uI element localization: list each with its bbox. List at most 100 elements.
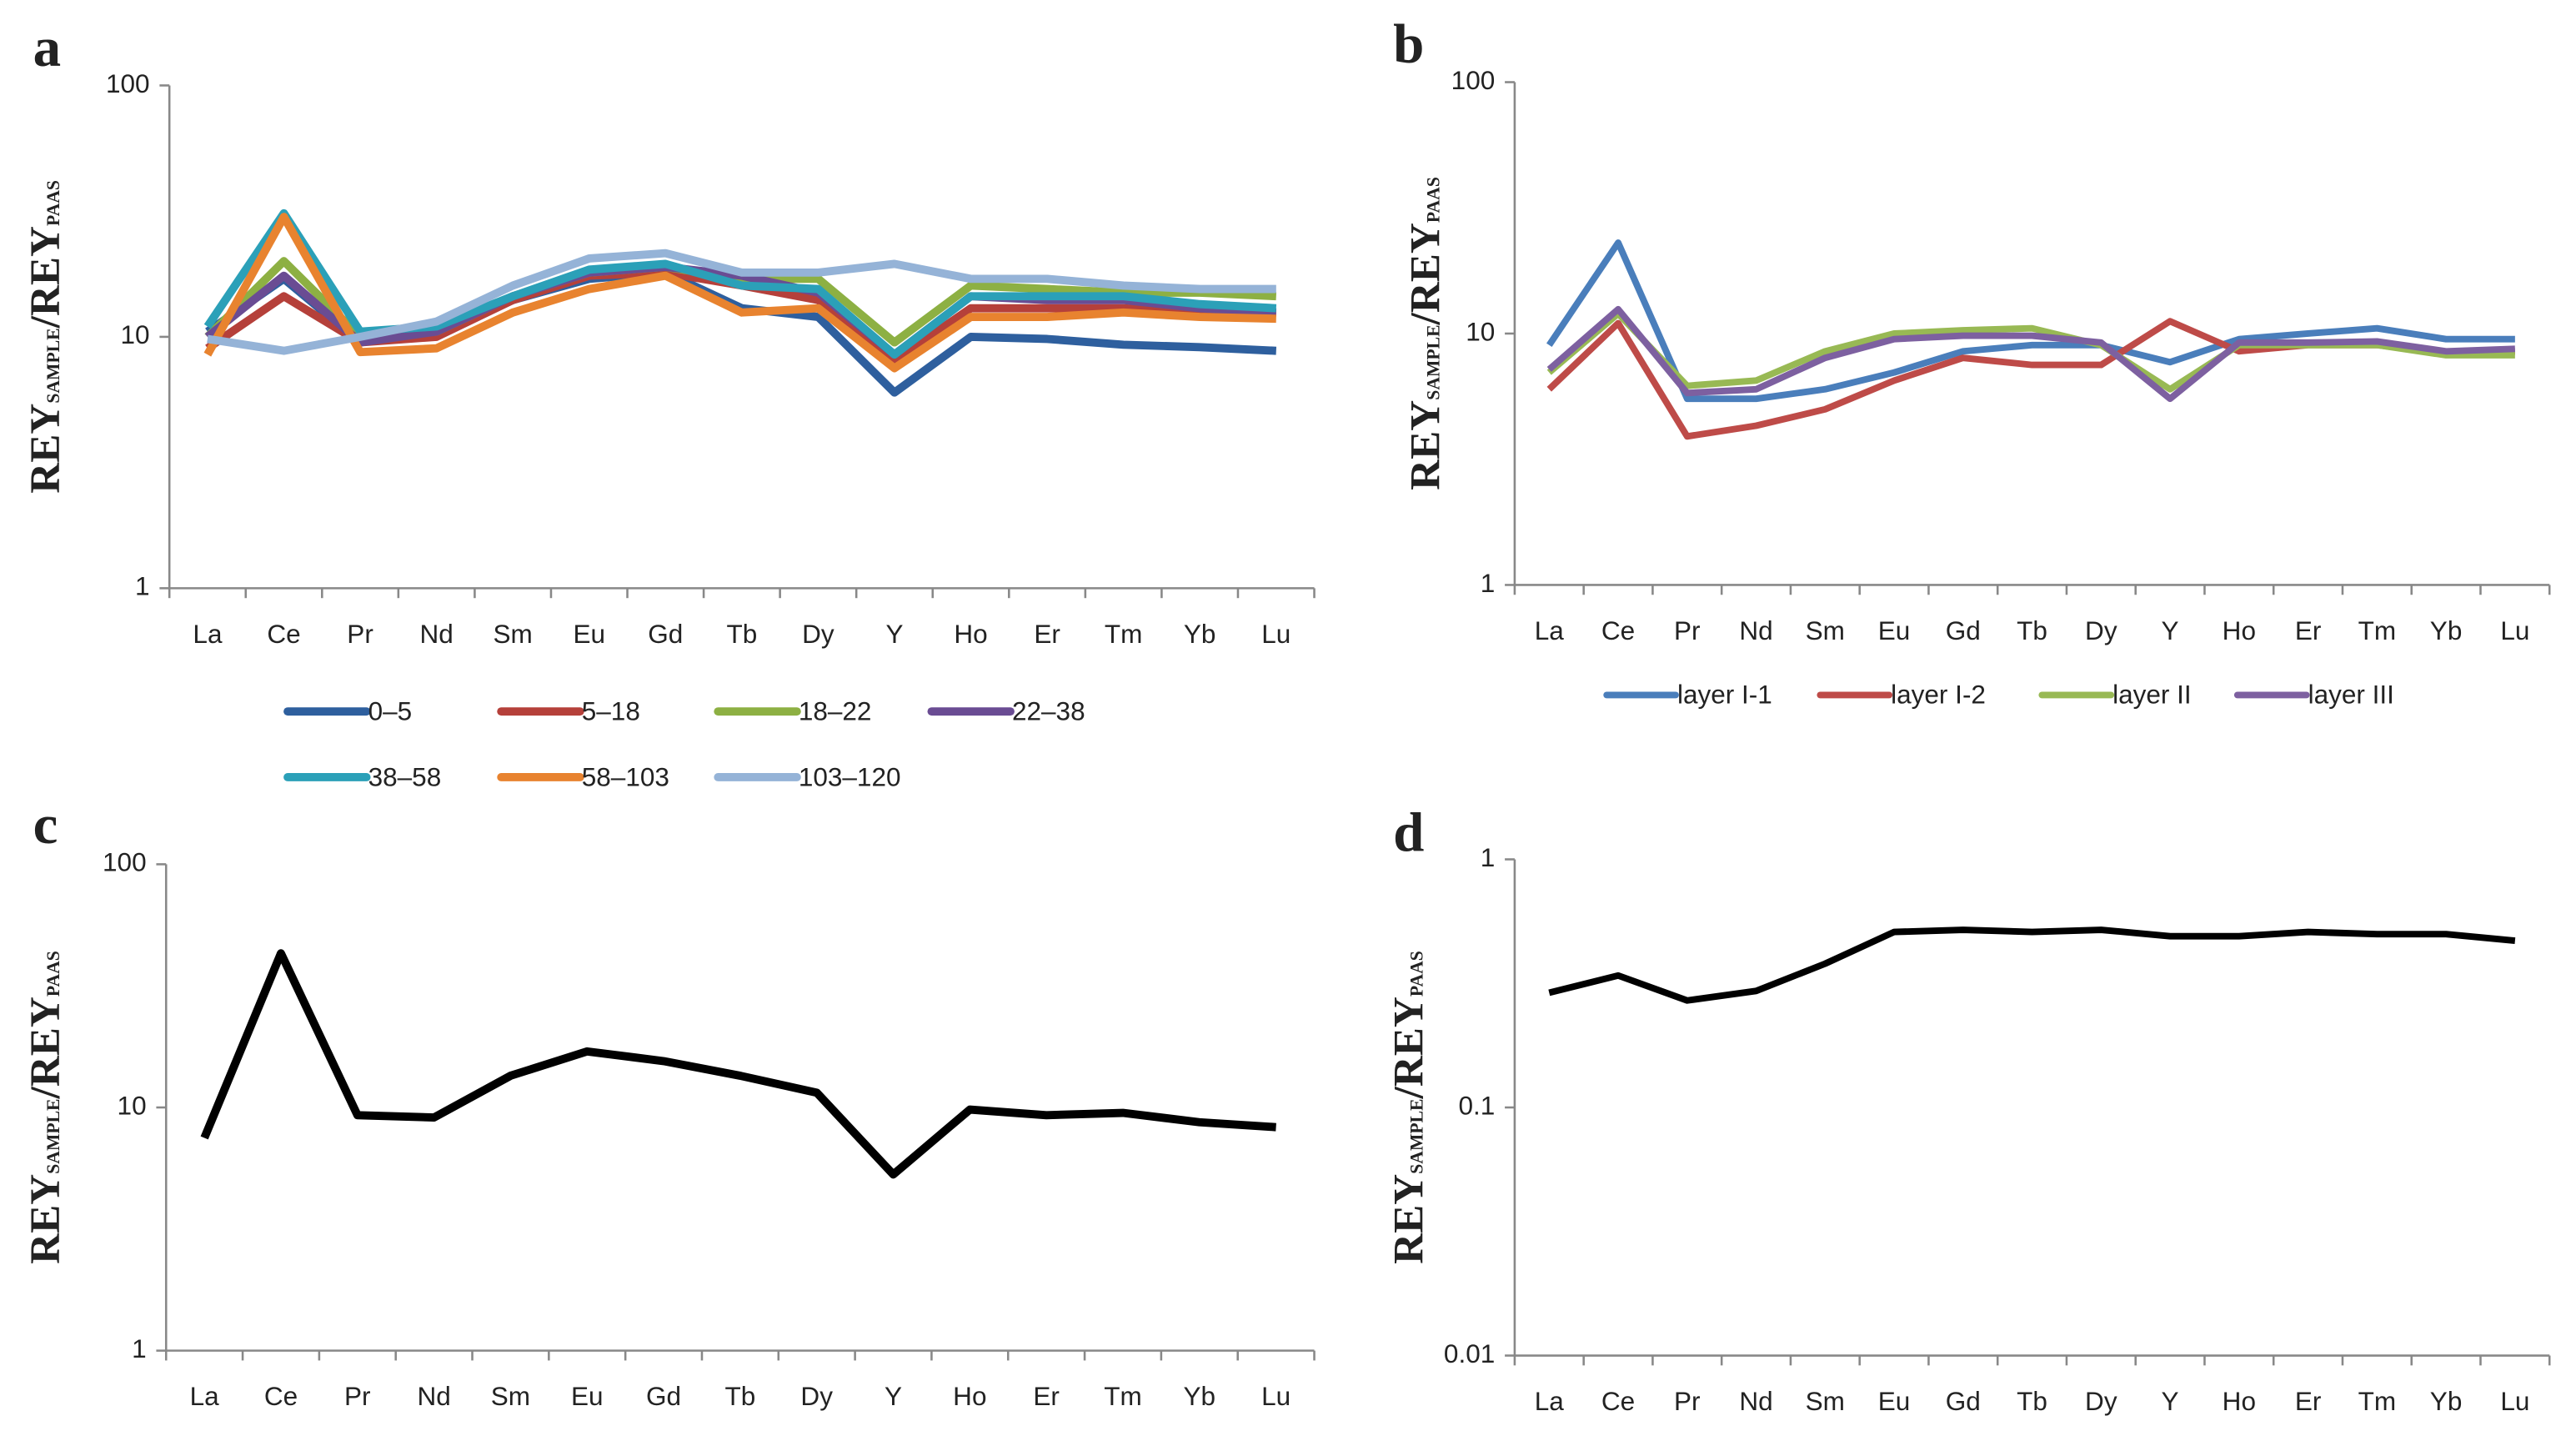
x-tick-label: Pr — [347, 619, 373, 649]
y-axis-label-part: REY — [1386, 1174, 1433, 1264]
legend-label: 58–103 — [582, 761, 669, 791]
x-tick-label: Dy — [2085, 1386, 2117, 1416]
x-tick-label: Yb — [2430, 1386, 2463, 1416]
y-axis-label: REYSAMPLE/REYPAAS — [22, 180, 69, 494]
x-tick-label: Tm — [2358, 615, 2397, 645]
x-tick-label: La — [1535, 615, 1565, 645]
data-line — [203, 213, 1276, 373]
y-tick-label: 100 — [106, 68, 150, 98]
x-tick-label: Lu — [2500, 615, 2529, 645]
x-tick-label: Nd — [419, 619, 453, 649]
x-tick-label: Eu — [1878, 1386, 1911, 1416]
x-tick-label: Ce — [1601, 1386, 1635, 1416]
x-tick-label: Er — [1034, 619, 1060, 649]
legend-label: 18–22 — [799, 695, 872, 726]
y-tick-label: 10 — [118, 1090, 147, 1120]
x-tick-label: Tm — [1105, 619, 1143, 649]
legend-label: layer I-1 — [1677, 680, 1772, 710]
y-tick-label: 1 — [1481, 842, 1496, 872]
x-tick-label: Ho — [2223, 1386, 2256, 1416]
y-tick-label: 100 — [1451, 65, 1496, 95]
y-tick-label: 10 — [120, 319, 149, 349]
data-line — [1546, 305, 2515, 403]
x-tick-label: Gd — [1946, 1386, 1981, 1416]
x-tick-label: La — [190, 1381, 220, 1411]
panel-label: b — [1393, 13, 1424, 75]
data-line — [1548, 926, 2516, 1004]
y-axis-label-part: REY — [22, 1174, 69, 1264]
x-tick-label: Lu — [2500, 1386, 2529, 1416]
x-tick-label: Eu — [1878, 615, 1911, 645]
x-tick-label: Pr — [1674, 1386, 1701, 1416]
x-tick-label: Sm — [1806, 615, 1845, 645]
x-tick-label: Dy — [800, 1381, 833, 1411]
x-tick-label: Ho — [2223, 615, 2256, 645]
panel-label: a — [33, 17, 61, 78]
panel-label: c — [33, 794, 58, 856]
y-axis-label-part: SAMPLE — [43, 328, 63, 403]
y-axis-label-part: REY — [1401, 400, 1449, 490]
legend-label: 0–5 — [368, 695, 413, 726]
y-axis-label-part: SAMPLE — [43, 1098, 63, 1173]
x-tick-label: Sm — [494, 619, 533, 649]
legend-label: layer II — [2112, 680, 2192, 710]
y-axis-label-part: PAAS — [1407, 951, 1427, 997]
x-tick-label: Pr — [344, 1381, 371, 1411]
x-tick-label: Gd — [1946, 615, 1981, 645]
data-line — [200, 949, 1276, 1179]
legend-label: layer I-2 — [1891, 680, 1986, 710]
x-tick-label: Er — [1033, 1381, 1060, 1411]
y-axis-label-part: SAMPLE — [1423, 324, 1443, 399]
x-tick-label: Eu — [573, 619, 605, 649]
x-tick-label: Tm — [1104, 1381, 1142, 1411]
x-tick-label: Lu — [1261, 1381, 1291, 1411]
y-axis-label-part: /REY — [1386, 997, 1433, 1099]
x-tick-label: Ho — [954, 619, 987, 649]
x-tick-label: Y — [885, 1381, 902, 1411]
x-tick-label: Yb — [2430, 615, 2463, 645]
legend-label: layer III — [2308, 680, 2394, 710]
y-tick-label: 1 — [135, 571, 150, 601]
data-line — [207, 249, 1276, 355]
legend-label: 103–120 — [799, 761, 901, 791]
y-tick-label: 1 — [132, 1333, 147, 1363]
x-tick-label: Yb — [1184, 1381, 1216, 1411]
x-tick-label: Lu — [1261, 619, 1291, 649]
x-tick-label: Y — [885, 619, 903, 649]
y-axis-label-part: PAAS — [43, 951, 63, 997]
y-tick-label: 0.1 — [1458, 1090, 1495, 1120]
x-tick-label: Nd — [1739, 1386, 1772, 1416]
y-tick-label: 1 — [1481, 568, 1496, 598]
x-tick-label: Ce — [267, 619, 300, 649]
y-tick-label: 10 — [1466, 316, 1495, 346]
y-axis-label: REYSAMPLE/REYPAAS — [22, 951, 69, 1264]
y-axis-label-part: SAMPLE — [1407, 1098, 1427, 1173]
x-tick-label: Nd — [1739, 615, 1772, 645]
x-tick-label: Tm — [2358, 1386, 2397, 1416]
y-axis-label-part: /REY — [22, 226, 69, 329]
y-tick-label: 100 — [103, 847, 147, 877]
x-tick-label: Nd — [417, 1381, 450, 1411]
y-axis-label: REYSAMPLE/REYPAAS — [1401, 177, 1449, 490]
x-tick-label: Tb — [726, 619, 757, 649]
y-axis-label: REYSAMPLE/REYPAAS — [1386, 951, 1433, 1264]
x-tick-label: Y — [2162, 1386, 2179, 1416]
x-tick-label: Er — [2295, 615, 2322, 645]
x-tick-label: Tb — [724, 1381, 755, 1411]
x-tick-label: Yb — [1184, 619, 1216, 649]
x-tick-label: Dy — [2085, 615, 2117, 645]
legend-label: 5–18 — [582, 695, 640, 726]
x-tick-label: Tb — [2017, 1386, 2047, 1416]
panel-label: d — [1393, 802, 1424, 864]
x-tick-label: Er — [2295, 1386, 2322, 1416]
y-axis-label-part: /REY — [1401, 223, 1449, 325]
y-tick-label: 0.01 — [1444, 1338, 1495, 1368]
y-axis-label-part: /REY — [22, 997, 69, 1099]
x-tick-label: Ce — [1601, 615, 1635, 645]
x-tick-label: Dy — [802, 619, 834, 649]
data-line — [1546, 239, 2515, 403]
y-axis-label-part: PAAS — [1423, 177, 1443, 223]
legend-label: 22–38 — [1012, 695, 1085, 726]
x-tick-label: Sm — [1806, 1386, 1845, 1416]
